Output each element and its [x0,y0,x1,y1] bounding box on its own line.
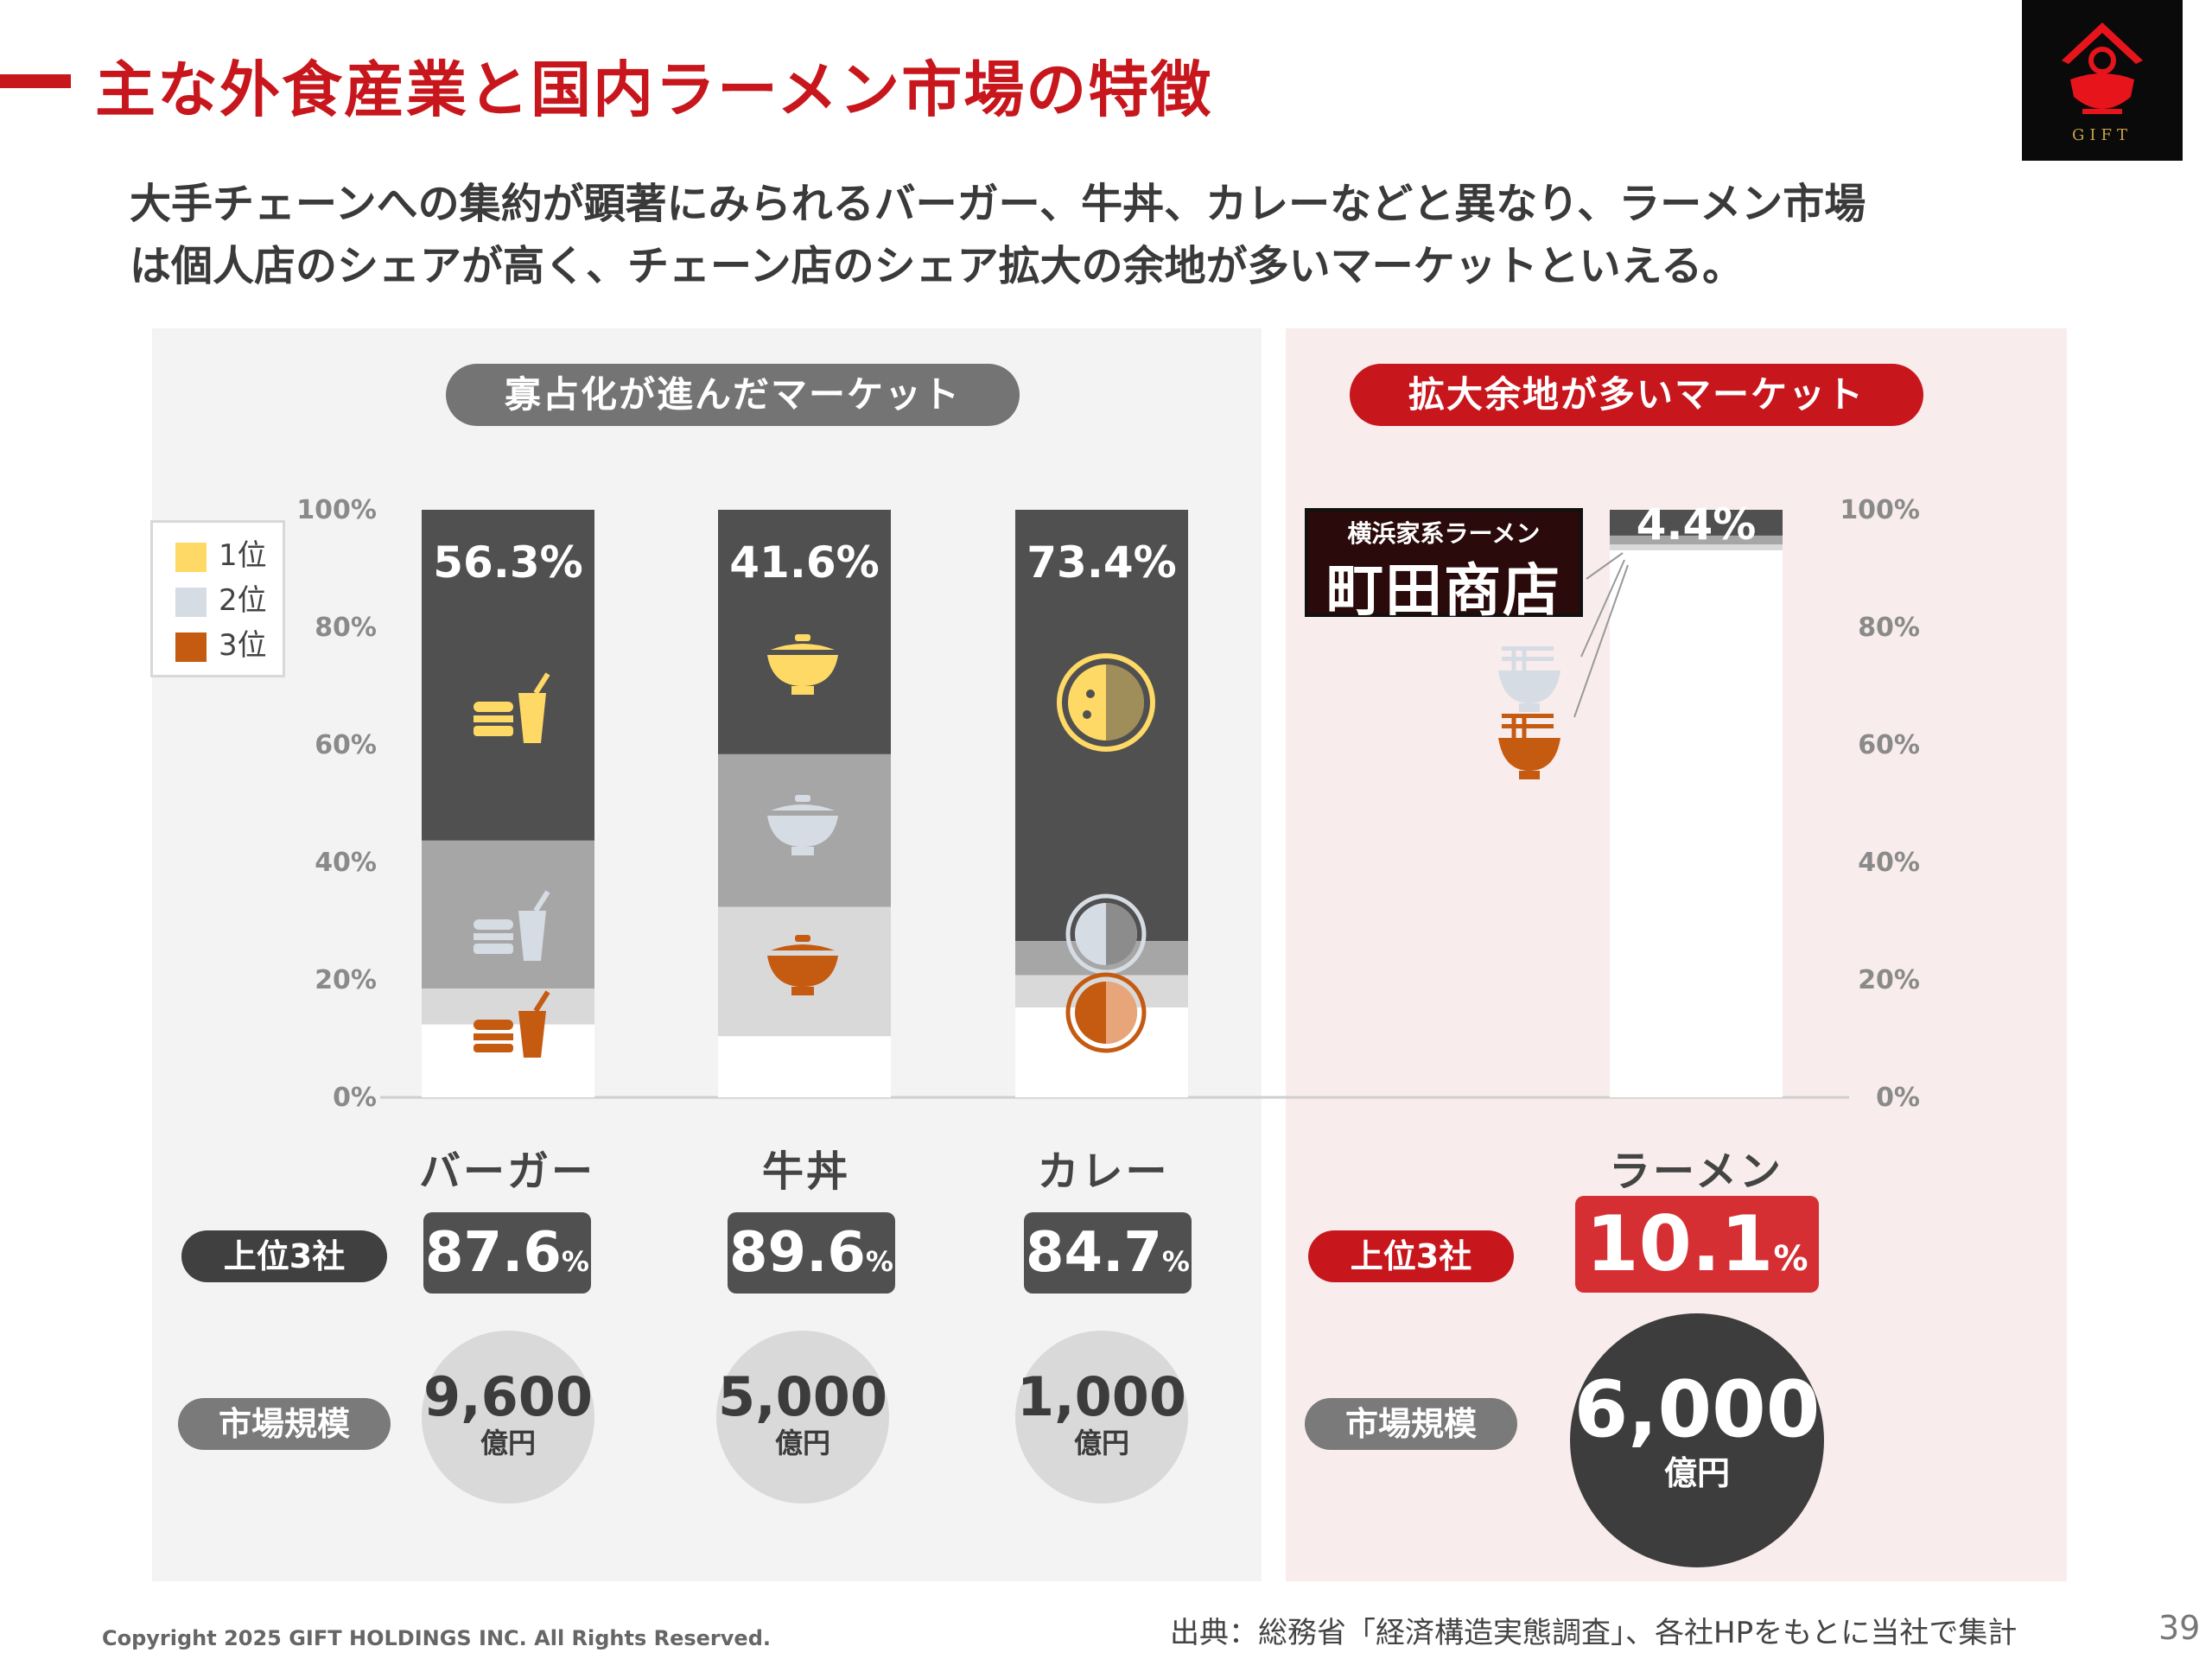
top3-share-burger-pct: % [561,1245,589,1278]
lead-line-1: 大手チェーンへの集約が顕著にみられるバーガー、牛丼、カレーなどと異なり、ラーメン… [130,180,1866,228]
market-size-gyudon-unit: 億円 [774,1427,830,1459]
top3-share-ramen: 10.1% [1575,1196,1819,1293]
market-size-burger: 9,600 億円 [422,1331,594,1503]
top3-share-burger-value: 87.6 [425,1221,562,1285]
category-label-curry: カレー [1037,1147,1170,1196]
category-label-ramen: ラーメン [1608,1147,1784,1196]
ytick-left-40pct: 40% [315,848,377,878]
market-size-burger-value: 9,600 [423,1365,594,1428]
category-label-burger: バーガー [418,1147,595,1196]
market-size-ramen-value: 6,000 [1573,1364,1821,1455]
market-size-ramen: 6,000 億円 [1570,1313,1824,1567]
category-label-gyudon: 牛丼 [761,1147,850,1196]
lead-text: 大手チェーンへの集約が顕著にみられるバーガー、牛丼、カレーなどと異なり、ラーメン… [130,173,1987,297]
bar-burger-third [422,988,594,1025]
curry-second-icon [1065,893,1147,975]
ytick-right-60pct: 60% [1858,730,1920,760]
market-size-curry-unit: 億円 [1073,1427,1129,1459]
ytick-right-40pct: 40% [1858,848,1920,878]
leader-line-1st [1586,552,1624,580]
legend-swatch-3rd [175,632,207,662]
machida-shoten-logo: 横浜家系ラーメン 町田商店 [1305,508,1583,624]
logo-text: GIFT [2072,126,2133,144]
top3-share-curry-pct: % [1161,1245,1190,1278]
gyudon-third-icon [767,935,838,995]
bar-gyudon-first [718,510,891,754]
market-size-label-right: 市場規模 [1305,1398,1517,1450]
market-size-curry: 1,000 億円 [1015,1331,1188,1503]
legend-swatch-1st [175,542,207,572]
oligopoly-header: 寡占化が進んだマーケット [446,364,1020,426]
leader-line-3rd [1573,564,1629,718]
chart-legend: 1位 2位 3位 [150,520,285,677]
top3-share-burger: 87.6% [423,1212,591,1294]
bar-ramen-second [1610,535,1783,545]
first-share-label-ramen: 4.4% [1637,499,1757,550]
market-size-label-left: 市場規模 [178,1398,391,1450]
legend-item-3rd: 3位 [175,628,267,663]
first-share-label-curry: 73.4% [1027,537,1176,588]
copyright: Copyright 2025 GIFT HOLDINGS INC. All Ri… [102,1626,771,1650]
ytick-right-100pct: 100% [1840,495,1920,525]
legend-label-1st: 1位 [219,538,267,573]
legend-item-2nd: 2位 [175,583,267,618]
growth-header: 拡大余地が多いマーケット [1350,364,1923,426]
ytick-right-80pct: 80% [1858,613,1920,643]
top3-label-right: 上位3社 [1308,1230,1514,1282]
curry-third-icon [1065,972,1147,1053]
ytick-right-20pct: 20% [1858,965,1920,995]
top3-share-gyudon-pct: % [865,1245,893,1278]
legend-label-2nd: 2位 [219,583,267,618]
ramen-third-icon [1498,714,1560,779]
market-size-gyudon: 5,000 億円 [716,1331,889,1503]
source-note: 出典：総務省「経済構造実態調査」、各社HPをもとに当社で集計 [1170,1616,2018,1650]
market-size-curry-value: 1,000 [1016,1365,1187,1428]
top3-share-ramen-pct: % [1773,1239,1808,1279]
lead-line-2: は個人店のシェアが高く、チェーン店のシェア拡大の余地が多いマーケットといえる。 [130,242,1745,290]
page-number: 39 [2158,1609,2201,1647]
first-share-label-burger: 56.3% [433,537,582,588]
top3-share-ramen-value: 10.1 [1586,1199,1774,1288]
gift-logo-icon: GIFT [2062,22,2143,144]
page-title: 主な外食産業と国内ラーメン市場の特徴 [95,54,1213,125]
bar-ramen-first [1610,510,1783,536]
market-size-burger-unit: 億円 [480,1427,536,1459]
brand-sublabel: 横浜家系ラーメン [1347,519,1541,548]
leader-line-2nd [1580,559,1625,658]
burger-first-icon [474,672,550,743]
bar-ramen-third [1610,544,1783,550]
brand-label: 町田商店 [1326,557,1561,624]
gyudon-first-icon [767,634,838,695]
bar-gyudon-others [718,1036,891,1097]
burger-second-icon [474,890,550,961]
bar-burger-second [422,840,594,989]
legend-label-3rd: 3位 [219,628,267,663]
legend-item-1st: 1位 [175,538,267,573]
market-size-ramen-unit: 億円 [1663,1454,1730,1492]
bar-ramen-others [1610,550,1783,1097]
burger-third-icon [474,990,550,1058]
ytick-left-0pct: 0% [333,1083,377,1113]
ytick-left-60pct: 60% [315,730,377,760]
top3-share-curry: 84.7% [1024,1212,1192,1294]
bar-burger-first [422,510,594,841]
gyudon-second-icon [767,795,838,855]
market-size-gyudon-value: 5,000 [717,1365,888,1428]
legend-swatch-2nd [175,587,207,617]
ytick-left-80pct: 80% [315,613,377,643]
ytick-left-100pct: 100% [296,495,377,525]
top3-share-curry-value: 84.7 [1026,1221,1162,1285]
ytick-left-20pct: 20% [315,965,377,995]
first-share-label-gyudon: 41.6% [729,537,879,588]
brand-logo: GIFT [2022,0,2183,161]
top3-share-gyudon-value: 89.6 [729,1221,866,1285]
title-accent-bar [0,74,71,88]
ramen-second-icon [1498,646,1560,712]
top3-label-left: 上位3社 [181,1230,387,1282]
ytick-right-0pct: 0% [1876,1083,1920,1113]
top3-share-gyudon: 89.6% [728,1212,895,1294]
curry-first-icon [1057,653,1155,752]
